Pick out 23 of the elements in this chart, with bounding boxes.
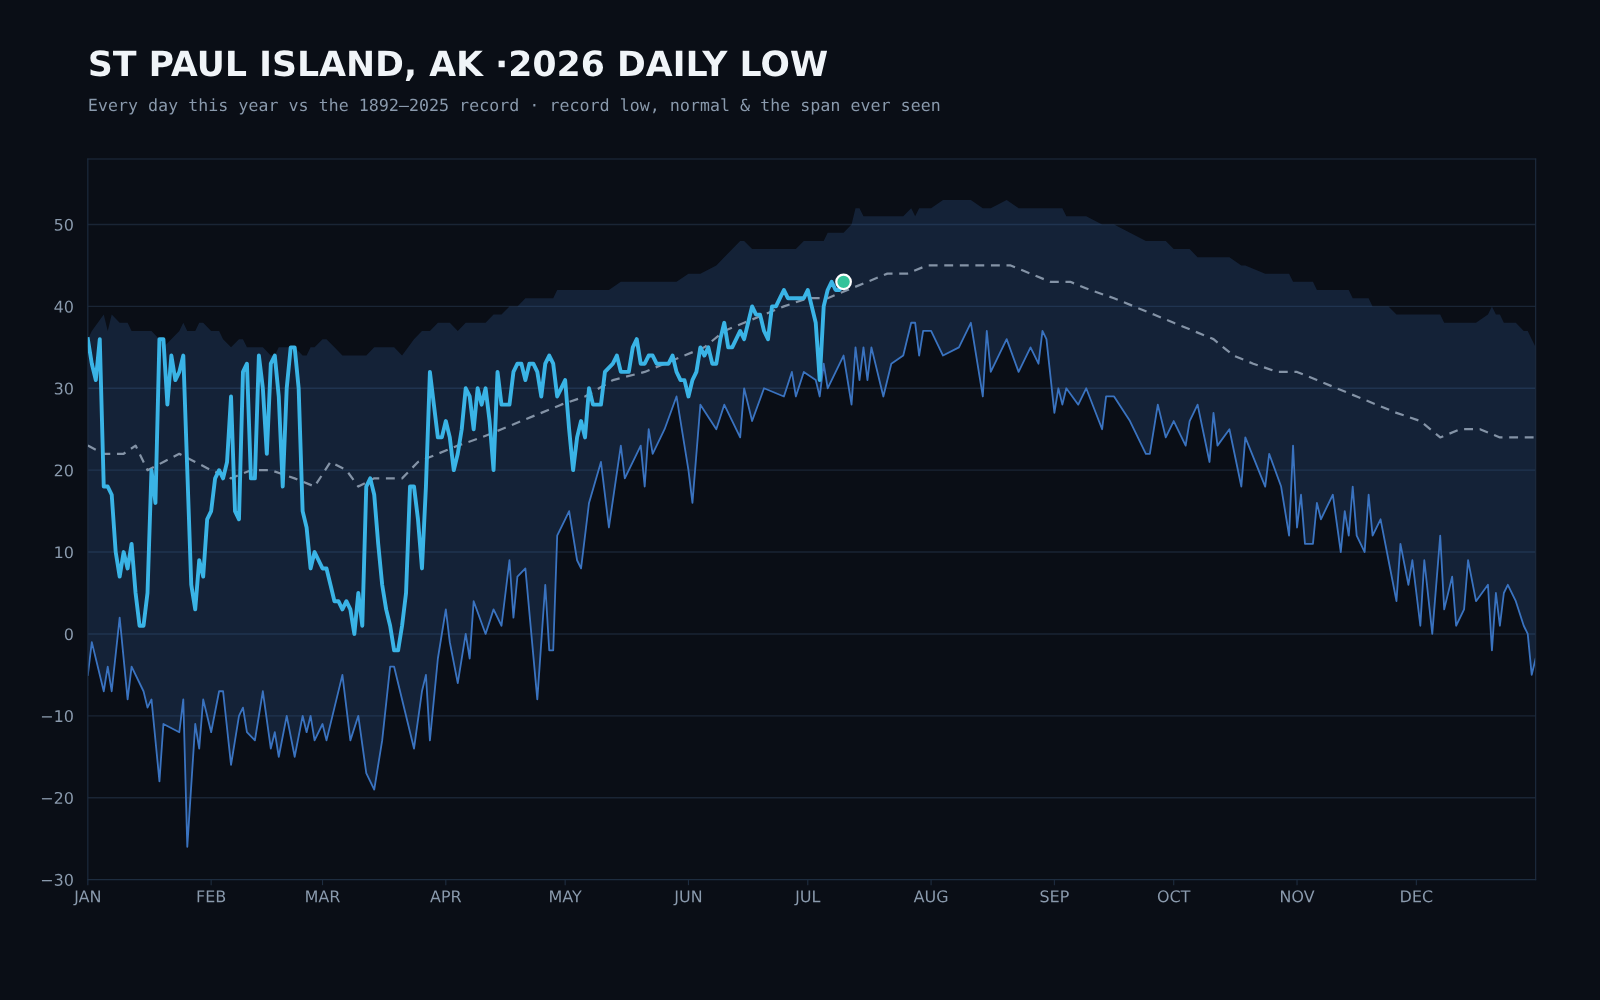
x-tick-label: FEB [197, 890, 226, 903]
x-tick-label: APR [430, 890, 462, 903]
x-tick-label: NOV [1281, 890, 1315, 903]
y-tick-label: −20 [41, 791, 73, 805]
x-tick-label: AUG [913, 890, 948, 903]
x-tick-label: SEP [1040, 890, 1069, 903]
y-tick-label: −10 [41, 710, 73, 723]
y-tick-label: 40 [54, 300, 73, 313]
x-tick-label: JAN [73, 890, 100, 906]
chart-subtitle: Every day this year vs the 1892–2025 record · record low, normal & the span ever seen [89, 98, 940, 115]
x-tick-label: MAR [306, 890, 340, 903]
x-tick-label: MAY [550, 890, 582, 903]
x-tick-label: JUN [673, 890, 702, 906]
y-tick-label: 50 [54, 218, 73, 231]
x-tick-label: JUL [794, 890, 821, 906]
chart-title: ST PAUL ISLAND, AK ·2026 DAILY LOW [90, 50, 828, 81]
y-tick-label: 0 [64, 628, 73, 641]
y-tick-label: −30 [41, 873, 73, 886]
y-tick-label: 10 [55, 546, 73, 559]
y-tick-label: 20 [54, 464, 73, 477]
x-tick-label: OCT [1157, 890, 1191, 903]
x-tick-label: DEC [1401, 890, 1433, 903]
y-tick-label: 30 [54, 382, 73, 395]
